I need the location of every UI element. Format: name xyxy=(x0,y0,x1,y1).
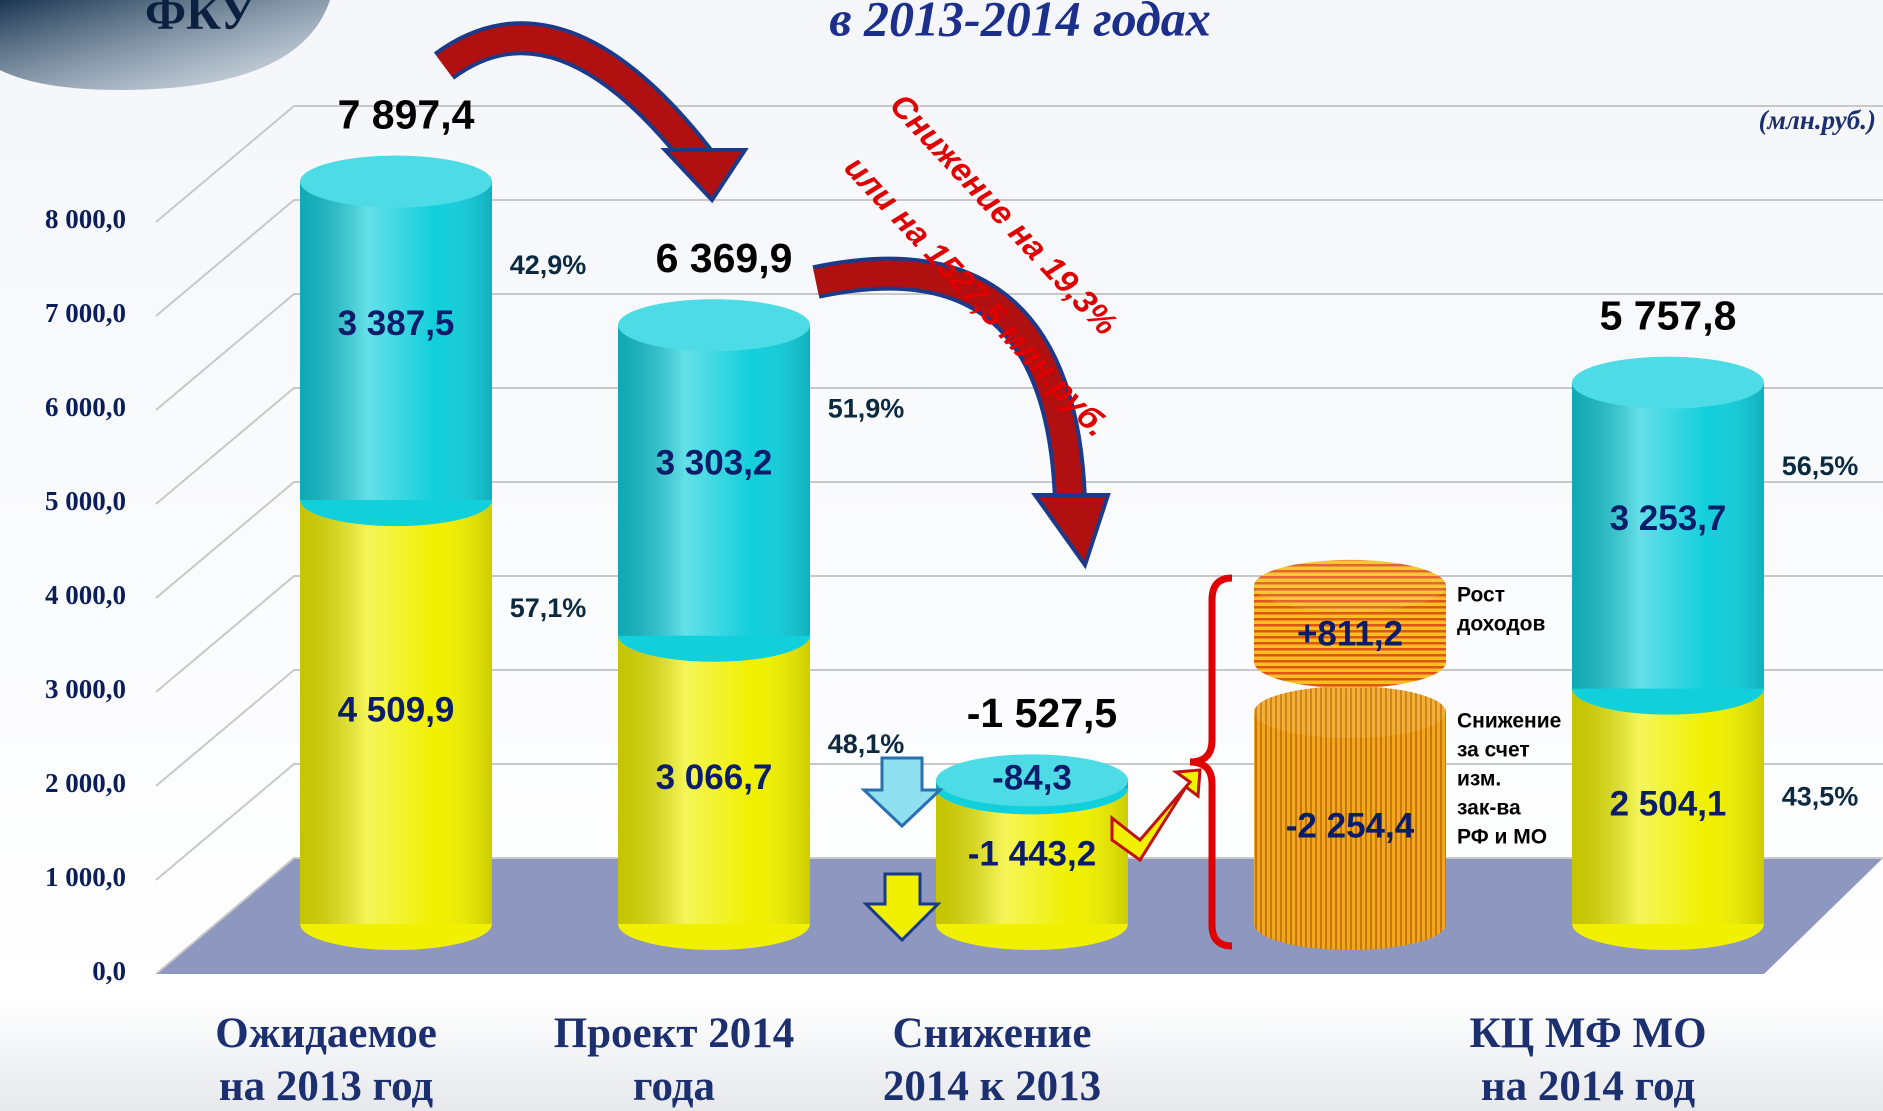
y-tick-label: 1 000,0 xyxy=(45,862,126,892)
grid-line xyxy=(155,105,1883,223)
cylinder-shade xyxy=(300,500,492,924)
grid-line xyxy=(155,481,1883,599)
cylinder-top-light xyxy=(1254,559,1446,612)
x-tick-label: 2014 к 2013 xyxy=(883,1063,1101,1110)
adjustment-label: Снижение xyxy=(1457,710,1561,733)
value-label: 3 066,7 xyxy=(656,758,773,797)
share-label: 57,1% xyxy=(510,593,587,623)
share-label: 43,5% xyxy=(1782,782,1859,812)
total-label: 6 369,9 xyxy=(656,235,793,281)
y-tick-label: 6 000,0 xyxy=(45,392,126,422)
bars xyxy=(300,155,1764,950)
arrow-head xyxy=(1031,493,1111,570)
cylinder-top xyxy=(1254,559,1446,612)
x-tick-label: на 2014 год xyxy=(1481,1063,1695,1110)
x-tick-label: года xyxy=(633,1063,715,1110)
share-label: 51,9% xyxy=(828,393,905,423)
y-tick-label: 0,0 xyxy=(92,956,126,986)
total-label: -1 527,5 xyxy=(967,690,1117,736)
cylinder-top xyxy=(1572,356,1764,409)
value-label: -1 443,2 xyxy=(968,834,1096,873)
value-label: 2 504,1 xyxy=(1610,785,1727,824)
brace xyxy=(1189,574,1233,950)
cylinder-shade xyxy=(300,181,492,501)
cylinder-shade xyxy=(1572,688,1764,924)
value-label: +811,2 xyxy=(1297,614,1403,653)
y-tick-label: 5 000,0 xyxy=(45,486,126,516)
down-arrow xyxy=(860,756,944,829)
grid-line xyxy=(155,387,1883,505)
share-label: 42,9% xyxy=(510,250,587,280)
cylinder-top-light xyxy=(618,299,810,352)
right-arrow xyxy=(1110,768,1202,863)
share-label: 48,1% xyxy=(828,729,905,759)
arrow-head xyxy=(660,148,749,204)
x-tick-label: на 2013 год xyxy=(219,1063,433,1110)
y-tick-label: 3 000,0 xyxy=(45,674,126,704)
grid-line xyxy=(155,293,1883,411)
unit-label: (млн.руб.) xyxy=(1759,105,1876,135)
adjustment-label: РФ и МО xyxy=(1457,826,1547,849)
adjustment-label: зак-ва xyxy=(1457,797,1521,820)
x-tick-label: Снижение xyxy=(893,1010,1092,1057)
arrow-body xyxy=(813,260,1083,501)
value-label: 4 509,9 xyxy=(338,690,455,729)
cylinder-top-light xyxy=(1572,356,1764,409)
grid-line xyxy=(155,199,1883,317)
chart-title: в 2013-2014 годах xyxy=(829,0,1211,46)
cylinder xyxy=(1254,712,1446,924)
total-label: 7 897,4 xyxy=(338,91,475,137)
x-tick-label: Проект 2014 xyxy=(554,1010,795,1057)
cylinder-top xyxy=(936,754,1128,807)
corner-label: ФКУ xyxy=(145,0,255,40)
total-label: 5 757,8 xyxy=(1600,293,1737,339)
cylinder-top xyxy=(618,299,810,352)
cylinder-top-light xyxy=(936,754,1128,807)
y-tick-label: 4 000,0 xyxy=(45,580,126,610)
value-label: 3 387,5 xyxy=(338,304,455,343)
share-label: 56,5% xyxy=(1782,451,1859,481)
value-label: 3 303,2 xyxy=(656,444,773,483)
value-label: 3 253,7 xyxy=(1610,499,1727,538)
cylinder-top-light xyxy=(1254,686,1446,739)
cylinder-top xyxy=(1254,686,1446,739)
cylinder-top-light xyxy=(300,155,492,208)
value-label: -2 254,4 xyxy=(1286,806,1415,845)
arrow-body xyxy=(436,25,711,168)
adjustment-label: изм. xyxy=(1457,768,1501,791)
adjustment-label: доходов xyxy=(1457,612,1545,635)
decor-arrows xyxy=(433,21,1233,950)
y-tick-label: 7 000,0 xyxy=(45,298,126,328)
adjustment-label: Рост xyxy=(1457,583,1505,606)
x-tick-label: Ожидаемое xyxy=(215,1010,437,1057)
cylinder-shade xyxy=(618,635,810,924)
down-arrow xyxy=(862,872,942,943)
cylinder-shade xyxy=(1572,382,1764,689)
value-label: -84,3 xyxy=(992,759,1072,798)
y-tick-label: 8 000,0 xyxy=(45,204,126,234)
x-tick-label: КЦ МФ МО xyxy=(1469,1010,1706,1057)
cylinder-top xyxy=(300,155,492,208)
cylinder-shade xyxy=(618,325,810,636)
corner-badge xyxy=(0,0,330,90)
adjustment-label: за счет xyxy=(1457,739,1530,762)
y-tick-label: 2 000,0 xyxy=(45,768,126,798)
